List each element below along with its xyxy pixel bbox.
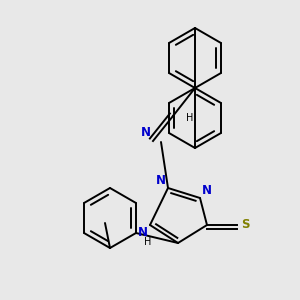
Text: N: N bbox=[202, 184, 212, 197]
Text: S: S bbox=[241, 218, 250, 232]
Text: N: N bbox=[156, 174, 166, 187]
Text: N: N bbox=[141, 126, 151, 139]
Text: N: N bbox=[138, 226, 148, 239]
Text: H: H bbox=[144, 237, 152, 247]
Text: H: H bbox=[186, 113, 194, 123]
